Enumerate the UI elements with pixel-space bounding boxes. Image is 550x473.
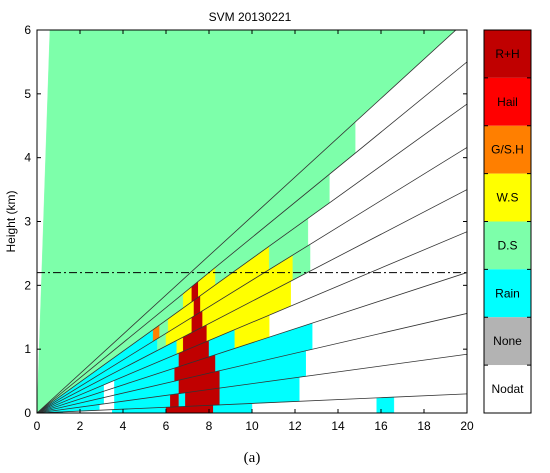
beam-line xyxy=(37,61,467,413)
colorbar-swatch xyxy=(484,125,531,174)
beam-line xyxy=(37,272,467,413)
colorbar-label: Nodat xyxy=(491,382,524,396)
colorbar-swatch xyxy=(484,30,531,78)
x-tick-label: 6 xyxy=(163,419,170,433)
y-tick-label: 5 xyxy=(24,87,31,101)
colorbar-label: R+H xyxy=(495,47,519,61)
beam-line xyxy=(37,313,467,413)
x-tick-label: 8 xyxy=(206,419,213,433)
y-tick-label: 1 xyxy=(24,342,31,356)
colorbar-swatch xyxy=(484,317,531,366)
colorbar-label: G/S.H xyxy=(491,143,524,157)
colorbar-swatch xyxy=(484,365,531,413)
y-tick-label: 2 xyxy=(24,278,31,292)
colorbar-swatch xyxy=(484,221,531,270)
x-tick-label: 4 xyxy=(120,419,127,433)
y-axis-label: Height (km) xyxy=(4,190,18,252)
beam-line xyxy=(37,353,467,413)
beam-line xyxy=(37,393,467,413)
colorbar-label: W.S xyxy=(496,191,518,205)
bin-segment xyxy=(178,392,186,407)
beam-line xyxy=(37,231,467,413)
beam-line xyxy=(37,30,457,413)
colorbar-label: D.S xyxy=(497,238,517,252)
y-tick-label: 6 xyxy=(24,23,31,37)
colorbar-frame xyxy=(483,29,532,414)
y-tick-label: 0 xyxy=(24,406,31,420)
colorbar-label: Hail xyxy=(497,95,518,109)
x-tick-label: 2 xyxy=(77,419,84,433)
x-tick-label: 10 xyxy=(245,419,259,433)
beam-line xyxy=(37,189,467,413)
colorbar-swatch xyxy=(484,173,531,222)
bin-segment xyxy=(170,393,180,408)
colorbar: R+H Hail G/S.H W.S D.S Rain None Nodat xyxy=(483,29,532,414)
x-tick-label: 16 xyxy=(374,419,388,433)
y-tick-label: 3 xyxy=(24,215,31,229)
beam-lines xyxy=(37,30,467,413)
colorbar-swatch xyxy=(484,269,531,318)
bin-segment xyxy=(376,396,395,413)
colorbar-swatch xyxy=(484,77,531,126)
x-tick-label: 12 xyxy=(288,419,302,433)
figure-caption: (a) xyxy=(244,450,261,466)
beam-line xyxy=(37,103,467,413)
x-tick-label: 18 xyxy=(417,419,431,433)
x-tick-label: 14 xyxy=(331,419,345,433)
x-tick-label: 0 xyxy=(34,419,41,433)
colorbar-label: Rain xyxy=(495,286,520,300)
beam-line xyxy=(37,147,467,413)
x-tick-label: 20 xyxy=(460,419,474,433)
colorbar-label: None xyxy=(493,334,522,348)
chart-title: SVM 20130221 xyxy=(209,10,292,24)
y-tick-label: 4 xyxy=(24,151,31,165)
